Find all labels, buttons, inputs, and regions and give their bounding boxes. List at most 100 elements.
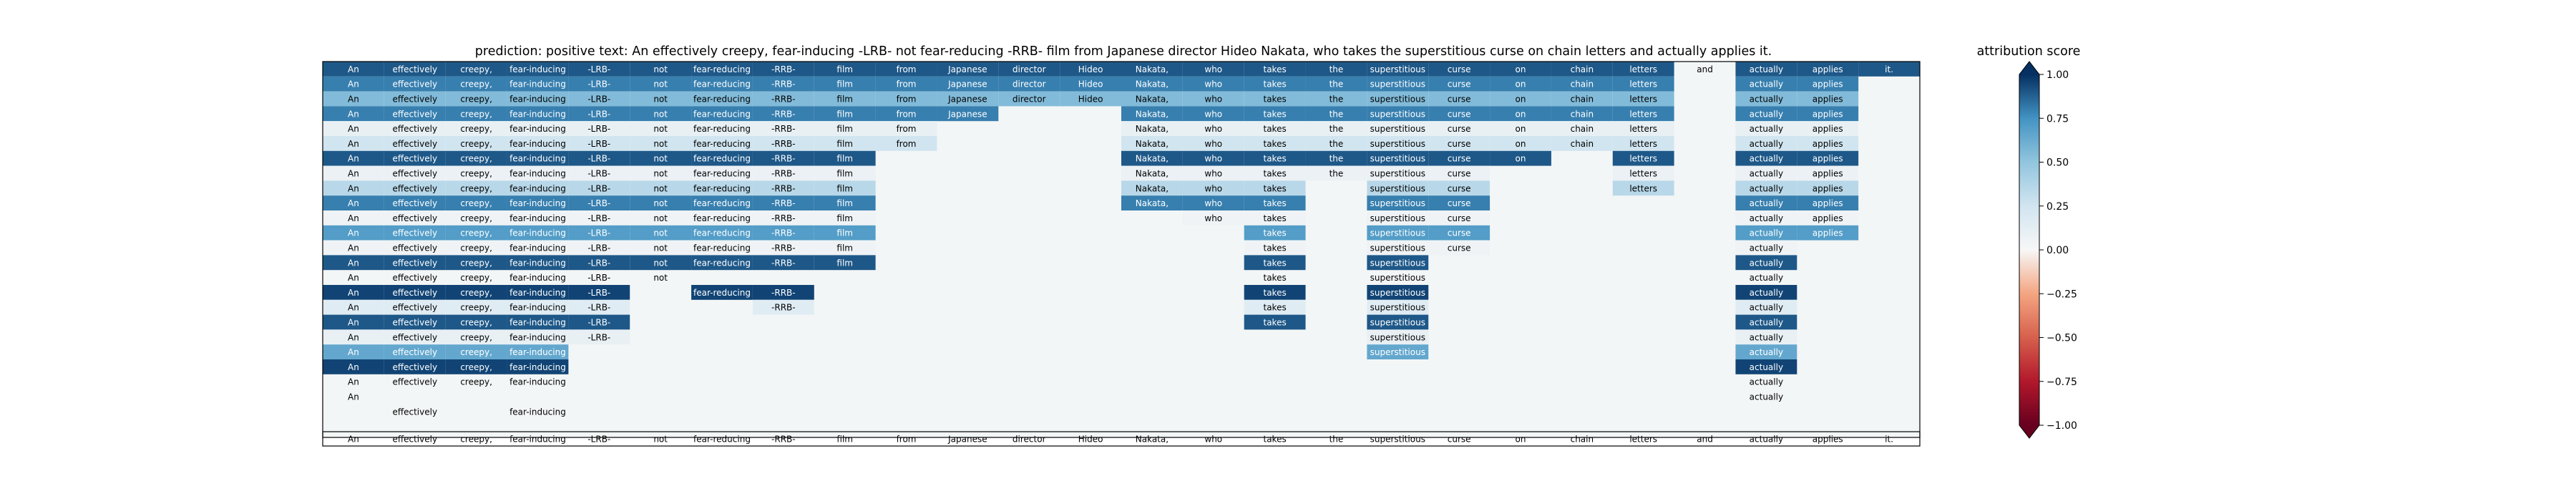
heatmap-cell (1244, 195, 1306, 210)
heatmap-cell (384, 344, 446, 359)
heatmap-cell (445, 62, 507, 77)
input-token-label: the (1330, 435, 1344, 445)
heatmap-cell-label: chain (1571, 94, 1594, 105)
heatmap-cell (568, 136, 630, 151)
heatmap-cell (1551, 106, 1613, 122)
heatmap-cell (445, 195, 507, 210)
heatmap-cell (568, 329, 630, 345)
heatmap-cell-label: curse (1448, 228, 1471, 238)
heatmap-cell-label: -LRB- (587, 183, 610, 193)
heatmap-cell (1367, 180, 1429, 196)
heatmap-cell (814, 136, 876, 151)
heatmap-cell-label: fear-inducing (509, 377, 566, 387)
heatmap-cell (384, 240, 446, 256)
heatmap-cell-label: chain (1571, 139, 1594, 149)
heatmap-cell-label: from (897, 109, 917, 119)
heatmap-cell (1244, 285, 1306, 300)
heatmap-cell (1612, 150, 1674, 166)
heatmap-cell-label: -LRB- (587, 139, 610, 149)
heatmap-cell (1858, 62, 1920, 77)
heatmap-cell-label: actually (1750, 318, 1783, 328)
heatmap-cell-label: the (1330, 94, 1344, 105)
heatmap-cell (1121, 136, 1183, 151)
heatmap-cell-label: the (1330, 64, 1344, 74)
heatmap-cell (507, 344, 569, 359)
heatmap-cell (568, 150, 630, 166)
heatmap-cell (691, 62, 753, 77)
heatmap-cell-label: curse (1448, 243, 1471, 253)
heatmap-cell-label: curse (1448, 94, 1471, 105)
heatmap-cell-label: -RRB- (771, 64, 796, 74)
heatmap-cell (384, 285, 446, 300)
heatmap-cell (568, 240, 630, 256)
heatmap-cell (1490, 62, 1551, 77)
heatmap-cell (1797, 121, 1859, 136)
heatmap-cell-label: applies (1813, 109, 1843, 119)
heatmap-cell-label: film (836, 228, 853, 238)
heatmap-cell-label: fear-inducing (509, 288, 566, 298)
heatmap-cell (384, 329, 446, 345)
heatmap-cell-label: fear-reducing (693, 169, 751, 179)
heatmap-cell (1428, 165, 1491, 181)
heatmap-cell (752, 255, 814, 271)
heatmap-cell-label: not (653, 258, 668, 268)
heatmap-cell-label: superstitious (1370, 64, 1425, 74)
heatmap-cell (1735, 210, 1797, 226)
heatmap-cell (691, 76, 753, 92)
heatmap-cell-label: applies (1813, 124, 1843, 134)
heatmap-cell (1244, 165, 1306, 181)
heatmap-cell (1735, 76, 1797, 92)
heatmap-cell (752, 180, 814, 196)
heatmap-cell (1735, 344, 1797, 359)
heatmap-cell (323, 314, 384, 330)
heatmap-cell-label: -LRB- (587, 228, 610, 238)
heatmap-cell (1305, 150, 1367, 166)
heatmap-cell-label: film (836, 243, 853, 253)
heatmap-cell (630, 106, 692, 122)
heatmap-cell (998, 76, 1060, 92)
heatmap-cell-label: An (348, 228, 359, 238)
heatmap-cell (507, 62, 569, 77)
input-token-label: Japanese (947, 435, 987, 445)
heatmap-cell-label: An (348, 198, 359, 208)
heatmap-cell-label: film (836, 124, 853, 134)
heatmap-cell-label: superstitious (1370, 228, 1425, 238)
heatmap-cell (1244, 150, 1306, 166)
heatmap-cell-label: creepy, (460, 124, 492, 134)
heatmap-cell-label: fear-inducing (509, 228, 566, 238)
heatmap-cell (691, 121, 753, 136)
heatmap-cell (630, 255, 692, 271)
heatmap-cell-label: the (1330, 124, 1344, 134)
heatmap-cell-label: creepy, (460, 228, 492, 238)
heatmap-cell-label: creepy, (460, 169, 492, 179)
heatmap-cell (1490, 91, 1551, 107)
heatmap-cell-label: effectively (392, 109, 437, 119)
input-token-label: chain (1571, 435, 1594, 445)
heatmap-cell (630, 165, 692, 181)
heatmap-cell-label: Japanese (947, 94, 987, 105)
heatmap-cell-label: on (1516, 139, 1526, 149)
heatmap-cell-label: applies (1813, 94, 1843, 105)
heatmap-cell (507, 150, 569, 166)
heatmap-cell (507, 285, 569, 300)
heatmap-cell (507, 195, 569, 210)
heatmap-cell-label: curse (1448, 109, 1471, 119)
heatmap-cell-label: actually (1750, 183, 1783, 193)
heatmap-cell-label: actually (1750, 213, 1783, 223)
heatmap-cell (384, 106, 446, 122)
heatmap-cell-label: fear-reducing (693, 109, 751, 119)
heatmap-cell-label: An (348, 169, 359, 179)
heatmap-cell-label: fear-reducing (693, 64, 751, 74)
heatmap-cell-label: -RRB- (771, 169, 796, 179)
heatmap-cell-label: -RRB- (771, 183, 796, 193)
colorbar-tick-label: 1.00 (2046, 69, 2069, 81)
heatmap-cell-label: fear-reducing (693, 258, 751, 268)
input-token-label: superstitious (1370, 435, 1425, 445)
heatmap-cell-label: An (348, 213, 359, 223)
heatmap-cell-label: An (348, 139, 359, 149)
heatmap-cell (1490, 150, 1551, 166)
heatmap-cell-label: fear-inducing (509, 258, 566, 268)
heatmap-cell-label: creepy, (460, 213, 492, 223)
heatmap-cell (323, 195, 384, 210)
heatmap-cell (630, 225, 692, 241)
